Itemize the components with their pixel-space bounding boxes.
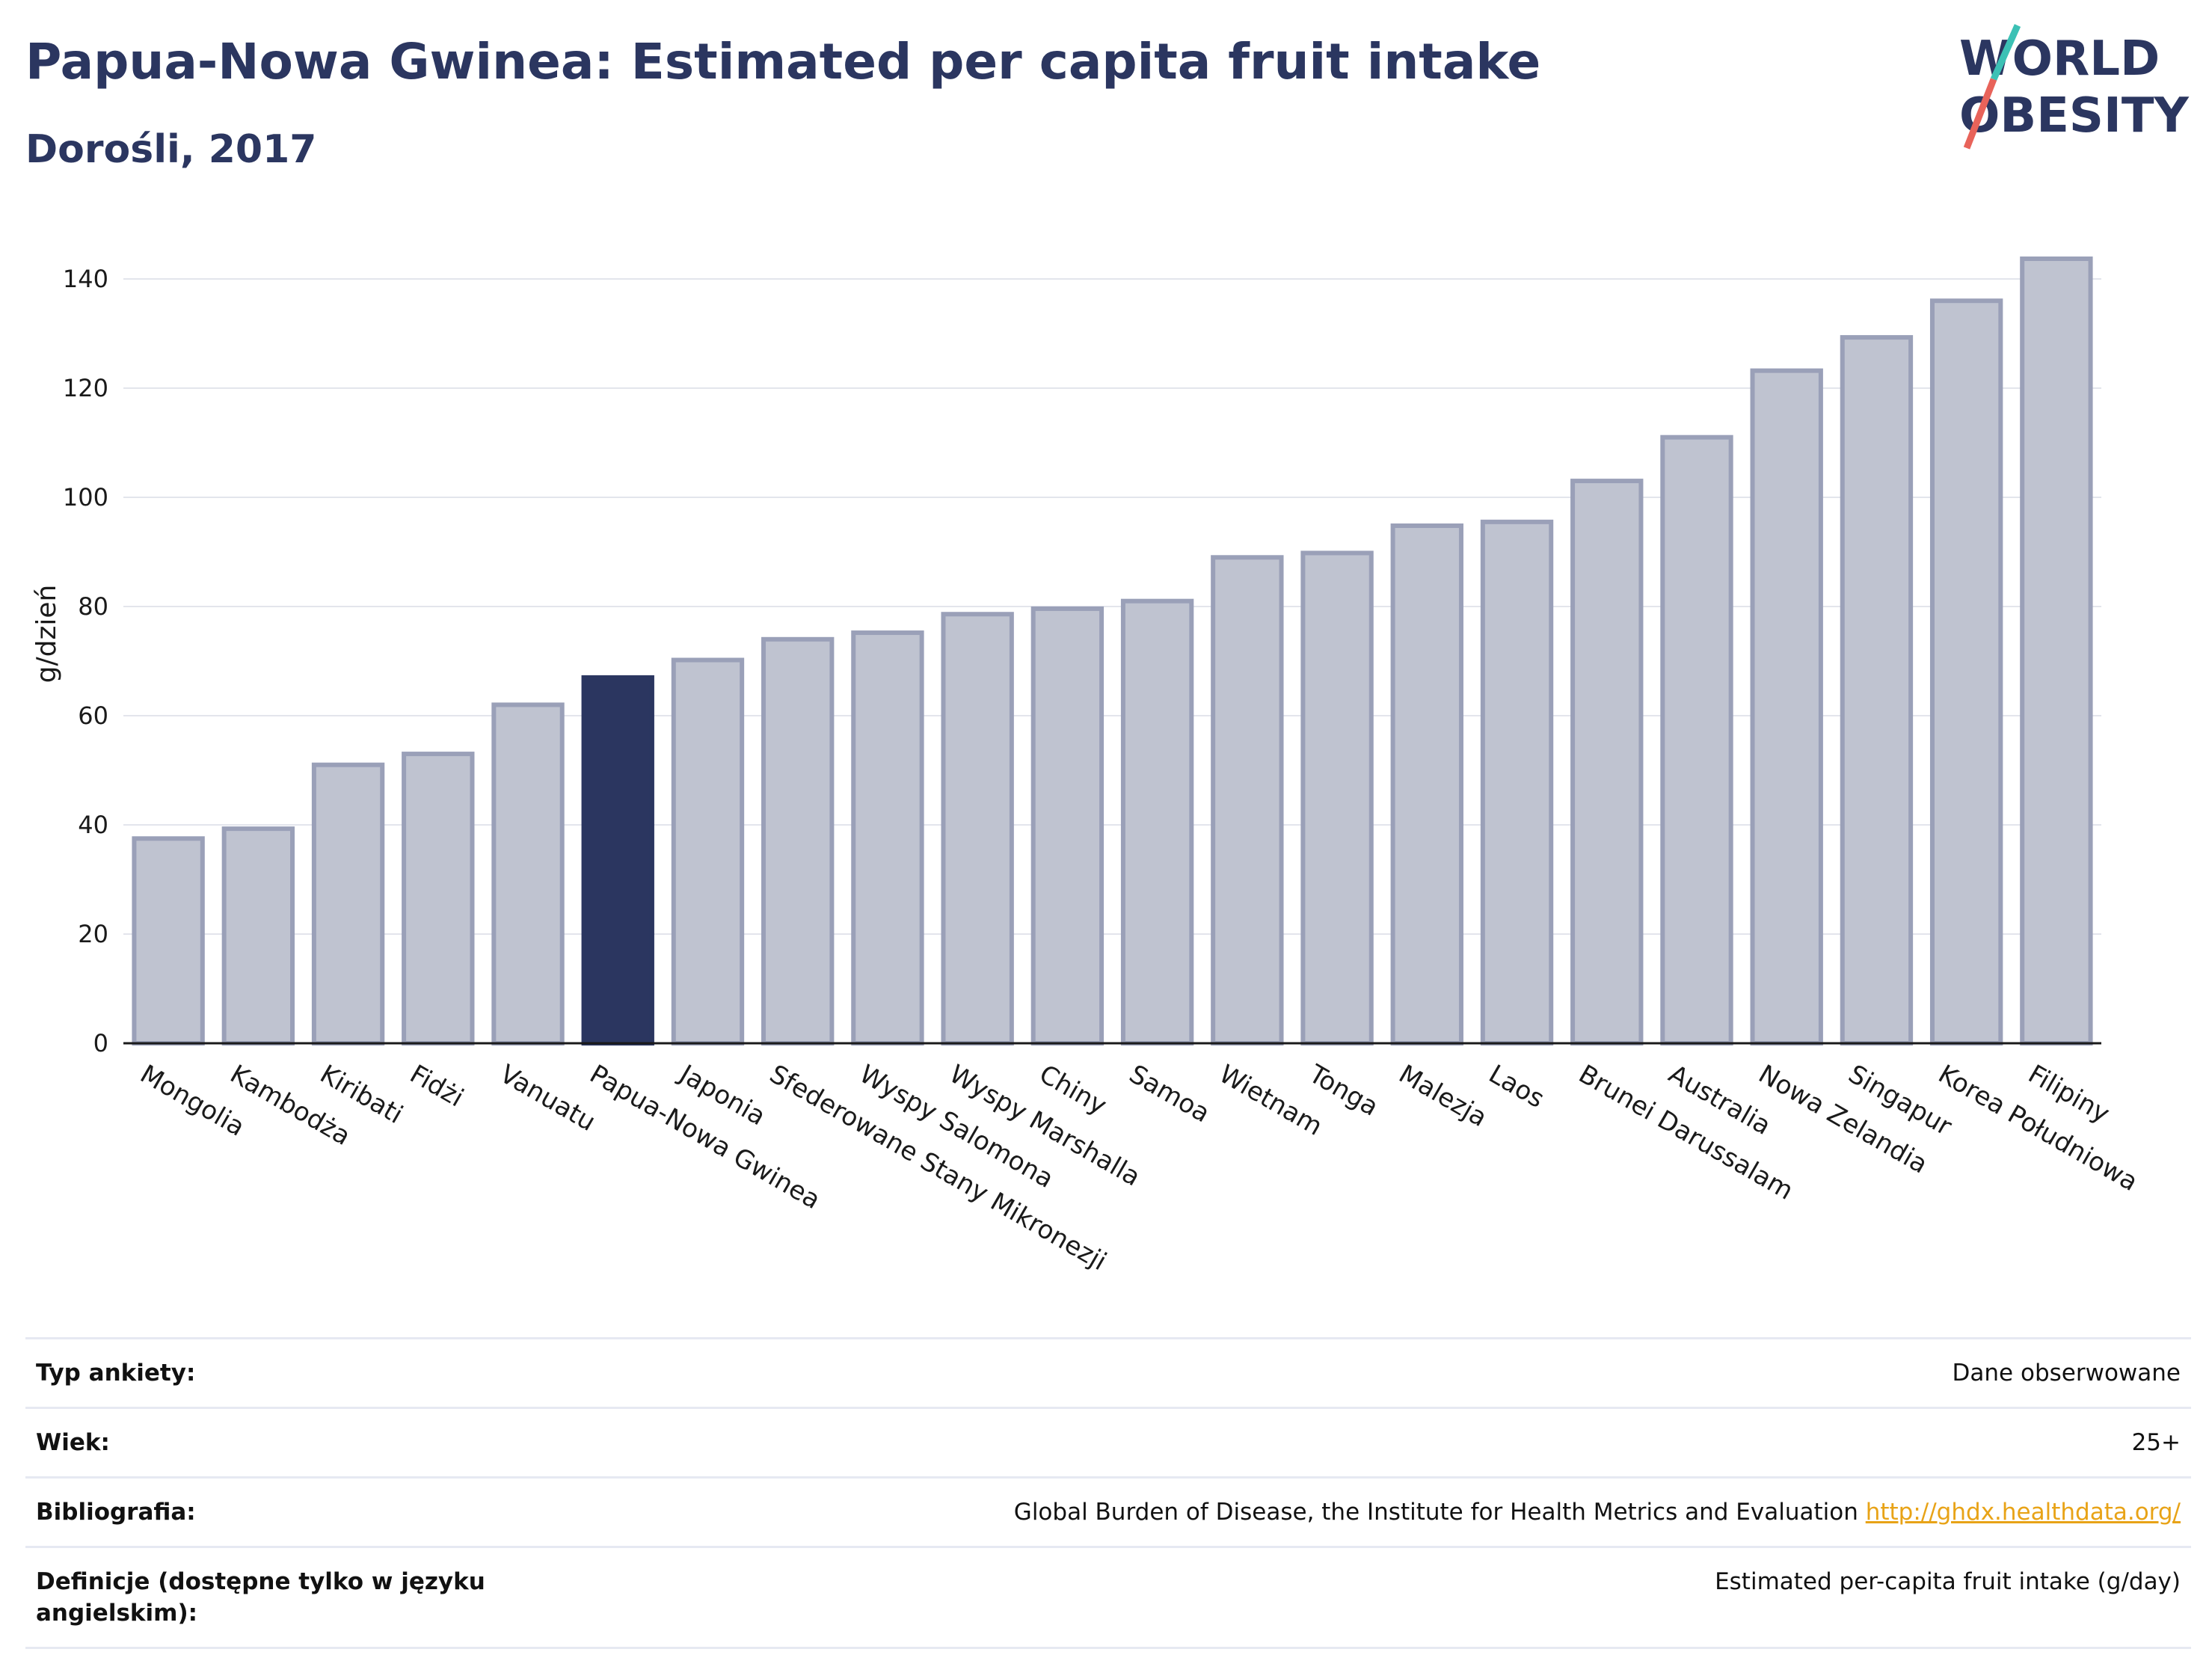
bars bbox=[132, 256, 2093, 1046]
bar-malezja[interactable] bbox=[1390, 523, 1463, 1045]
bar-laos[interactable] bbox=[1480, 519, 1554, 1045]
page-subtitle: Dorośli, 2017 bbox=[25, 127, 317, 172]
y-tick-label: 20 bbox=[78, 920, 108, 948]
y-tick-label: 40 bbox=[78, 811, 108, 839]
x-category-label: Wietnam bbox=[1214, 1059, 1327, 1142]
info-table: Typ ankiety: Dane obserwowane Wiek: 25+ … bbox=[25, 1337, 2191, 1649]
info-value: Dane obserwowane bbox=[1952, 1360, 2181, 1387]
x-category-label: Vanuatu bbox=[495, 1059, 600, 1137]
y-tick-label: 80 bbox=[78, 592, 108, 621]
info-value: Estimated per-capita fruit intake (g/day… bbox=[1715, 1568, 2181, 1595]
info-key: Typ ankiety: bbox=[36, 1360, 196, 1387]
info-row-bibliography: Bibliografia: Global Burden of Disease, … bbox=[25, 1476, 2191, 1546]
logo-line2: OBESITY bbox=[1959, 88, 2189, 144]
bar-wyspy-salomona[interactable] bbox=[851, 630, 924, 1045]
x-category-label: Fidżi bbox=[405, 1059, 468, 1113]
info-row-survey-type: Typ ankiety: Dane obserwowane bbox=[25, 1337, 2191, 1407]
y-tick-label: 100 bbox=[63, 483, 108, 512]
bar-wietnam[interactable] bbox=[1211, 555, 1284, 1045]
info-value: 25+ bbox=[2131, 1429, 2181, 1456]
info-key: Bibliografia: bbox=[36, 1499, 196, 1526]
bar-fid-i[interactable] bbox=[402, 752, 475, 1045]
info-key: Definicje (dostępne tylko w języku angie… bbox=[36, 1568, 485, 1627]
bar-papua-nowa-gwinea[interactable] bbox=[581, 675, 654, 1046]
info-row-age: Wiek: 25+ bbox=[25, 1407, 2191, 1476]
bar-nowa-zelandia[interactable] bbox=[1750, 368, 1823, 1045]
bibliography-text: Global Burden of Disease, the Institute … bbox=[1013, 1499, 1858, 1526]
bar-brunei-darussalam[interactable] bbox=[1570, 479, 1644, 1045]
info-row-definitions: Definicje (dostępne tylko w języku angie… bbox=[25, 1546, 2191, 1649]
y-tick-label: 0 bbox=[93, 1029, 108, 1057]
bar-chiny[interactable] bbox=[1030, 606, 1105, 1045]
logo-red-slash bbox=[1963, 78, 1997, 150]
logo-teal-slash bbox=[1990, 24, 2021, 81]
x-category-label: Malezja bbox=[1394, 1059, 1492, 1133]
bar-tonga[interactable] bbox=[1300, 550, 1374, 1045]
y-axis-ticks: 0 20 40 60 80 100 120 140 bbox=[63, 265, 108, 1057]
bar-kambod-a[interactable] bbox=[221, 826, 295, 1045]
page-title: Papua-Nowa Gwinea: Estimated per capita … bbox=[25, 33, 1541, 90]
x-category-label: Samoa bbox=[1124, 1059, 1214, 1129]
bar-vanuatu[interactable] bbox=[491, 702, 565, 1046]
info-key: Wiek: bbox=[36, 1429, 110, 1456]
world-obesity-logo[interactable]: WORLD OBESITY bbox=[1929, 21, 2199, 156]
y-tick-label: 140 bbox=[63, 265, 108, 293]
bar-sfederowane-stany-mikronezji[interactable] bbox=[761, 636, 835, 1045]
bar-singapur[interactable] bbox=[1840, 335, 1914, 1045]
logo-graphic: WORLD OBESITY bbox=[1959, 24, 2189, 150]
bar-mongolia[interactable] bbox=[132, 836, 205, 1045]
y-tick-label: 60 bbox=[78, 701, 108, 730]
bar-japonia[interactable] bbox=[671, 657, 745, 1045]
y-tick-label: 120 bbox=[63, 374, 108, 402]
bar-filipiny[interactable] bbox=[2020, 256, 2093, 1045]
bar-australia[interactable] bbox=[1660, 435, 1733, 1045]
bar-korea-po-udniowa[interactable] bbox=[1929, 298, 2003, 1045]
info-value: Global Burden of Disease, the Institute … bbox=[1014, 1496, 2181, 1528]
bar-wyspy-marshalla[interactable] bbox=[941, 612, 1014, 1045]
bibliography-link[interactable]: http://ghdx.healthdata.org/ bbox=[1865, 1499, 2181, 1526]
y-axis-label: g/dzień bbox=[31, 585, 62, 684]
bar-kiribati[interactable] bbox=[311, 762, 385, 1045]
bar-samoa[interactable] bbox=[1120, 598, 1194, 1045]
x-category-label: Laos bbox=[1484, 1059, 1549, 1114]
